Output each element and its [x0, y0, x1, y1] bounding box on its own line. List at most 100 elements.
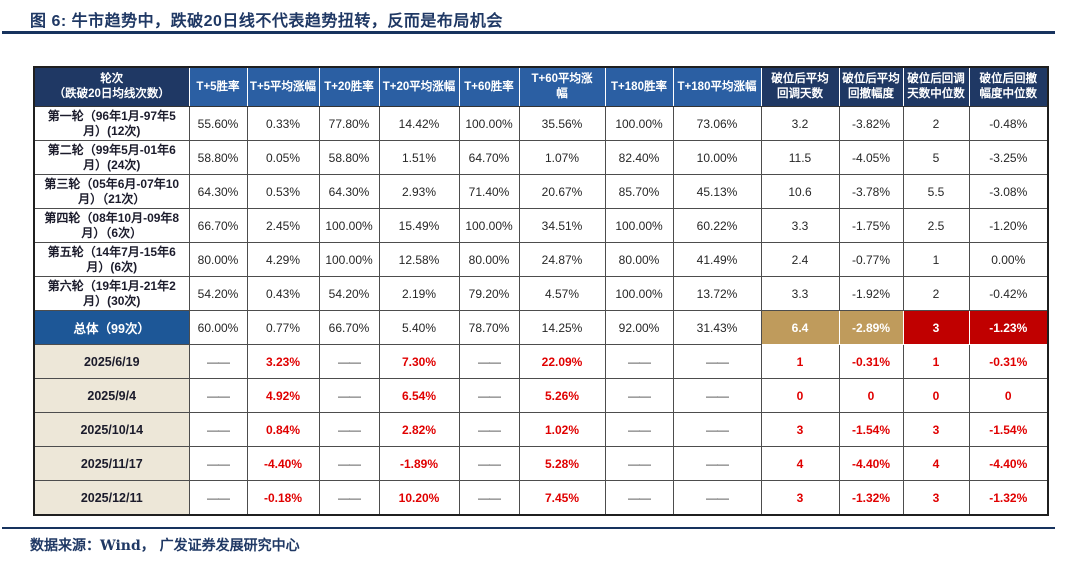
cell: 2.82%: [378, 412, 460, 447]
cell: -0.42%: [968, 276, 1049, 311]
column-header-5: T+60胜率: [458, 66, 520, 107]
cell: 3.3: [760, 208, 840, 243]
cell: 3: [902, 412, 970, 447]
cell: -1.92%: [838, 276, 904, 311]
cell: 13.72%: [672, 276, 762, 311]
cell: -1.75%: [838, 208, 904, 243]
cell: 14.42%: [378, 106, 460, 141]
cell: 64.30%: [188, 174, 248, 209]
cell: ——: [458, 378, 520, 413]
row-label: 2025/12/11: [33, 480, 190, 516]
cell: 0.77%: [246, 310, 320, 345]
cell: 20.67%: [518, 174, 606, 209]
cell: 14.25%: [518, 310, 606, 345]
cell: 4.57%: [518, 276, 606, 311]
cell: 1.51%: [378, 140, 460, 175]
cell: 0.05%: [246, 140, 320, 175]
cell: 10.20%: [378, 480, 460, 516]
cell: -3.25%: [968, 140, 1049, 175]
cell: 3.23%: [246, 344, 320, 379]
cell: 54.20%: [318, 276, 380, 311]
cell: 3.3: [760, 276, 840, 311]
cell: 77.80%: [318, 106, 380, 141]
cell: -0.31%: [968, 344, 1049, 379]
cell: ——: [188, 480, 248, 516]
cell: ——: [672, 412, 762, 447]
cell: 3: [902, 310, 970, 345]
column-header-9: 破位后平均 回调天数: [760, 66, 840, 107]
cell: 24.87%: [518, 242, 606, 277]
cell: -3.82%: [838, 106, 904, 141]
cell: 0.43%: [246, 276, 320, 311]
cell: -0.77%: [838, 242, 904, 277]
row-label: 第三轮（05年6月-07年10月）（21次）: [33, 174, 190, 209]
cell: ——: [188, 344, 248, 379]
cell: 2.19%: [378, 276, 460, 311]
cell: 2.45%: [246, 208, 320, 243]
cell: -1.20%: [968, 208, 1049, 243]
cell: 73.06%: [672, 106, 762, 141]
row-label: 总体（99次）: [33, 310, 190, 345]
cell: ——: [188, 446, 248, 481]
cell: 55.60%: [188, 106, 248, 141]
column-header-12: 破位后回撤 幅度中位数: [968, 66, 1049, 107]
cell: 2: [902, 276, 970, 311]
table-row-round: 第一轮（96年1月-97年5月）(12次) 55.60% 0.33% 77.80% 14…: [33, 106, 1049, 141]
column-header-3: T+20胜率: [318, 66, 380, 107]
cell: 0: [968, 378, 1049, 413]
cell: 82.40%: [604, 140, 674, 175]
cell: 45.13%: [672, 174, 762, 209]
cell: 100.00%: [458, 106, 520, 141]
stats-table-wrapper: 轮次 （跌破20日均线次数） T+5胜率 T+5平均涨幅 T+20胜率 T+20平均涨幅…: [33, 66, 1049, 516]
cell: -1.23%: [968, 310, 1049, 345]
cell: 6.54%: [378, 378, 460, 413]
cell: 71.40%: [458, 174, 520, 209]
cell: 0.00%: [968, 242, 1049, 277]
cell: -0.31%: [838, 344, 904, 379]
table-row-round: 第六轮（19年1月-21年2月）(30次) 54.20% 0.43% 54.20% 2.…: [33, 276, 1049, 311]
cell: 2.5: [902, 208, 970, 243]
cell: 100.00%: [458, 208, 520, 243]
cell: -0.48%: [968, 106, 1049, 141]
cell: 0: [760, 378, 840, 413]
cell: ——: [318, 480, 380, 516]
cell: -2.89%: [838, 310, 904, 345]
cell: 1: [760, 344, 840, 379]
cell: 66.70%: [188, 208, 248, 243]
cell: 80.00%: [458, 242, 520, 277]
cell: 3: [760, 412, 840, 447]
cell: 60.00%: [188, 310, 248, 345]
cell: 100.00%: [604, 276, 674, 311]
cell: 80.00%: [188, 242, 248, 277]
cell: ——: [604, 480, 674, 516]
cell: 7.30%: [378, 344, 460, 379]
cell: -1.54%: [968, 412, 1049, 447]
column-header-10: 破位后平均 回撤幅度: [838, 66, 904, 107]
cell: ——: [188, 412, 248, 447]
cell: 10.6: [760, 174, 840, 209]
footer-divider: [2, 527, 1055, 529]
row-label: 2025/9/4: [33, 378, 190, 413]
cell: ——: [604, 412, 674, 447]
row-label: 2025/10/14: [33, 412, 190, 447]
cell: ——: [672, 378, 762, 413]
cell: 10.00%: [672, 140, 762, 175]
column-header-8: T+180平均涨幅: [672, 66, 762, 107]
row-label: 第四轮（08年10月-09年8月）（6次）: [33, 208, 190, 243]
cell: ——: [318, 378, 380, 413]
cell: 85.70%: [604, 174, 674, 209]
column-header-1: T+5胜率: [188, 66, 248, 107]
cell: 11.5: [760, 140, 840, 175]
cell: 58.80%: [318, 140, 380, 175]
table-header: 轮次 （跌破20日均线次数） T+5胜率 T+5平均涨幅 T+20胜率 T+20平均涨幅…: [33, 66, 1049, 107]
cell: 3: [902, 480, 970, 516]
cell: 100.00%: [318, 242, 380, 277]
cell: ——: [672, 344, 762, 379]
cell: 35.56%: [518, 106, 606, 141]
column-header-11: 破位后回调 天数中位数: [902, 66, 970, 107]
cell: 58.80%: [188, 140, 248, 175]
column-header-7: T+180胜率: [604, 66, 674, 107]
column-header-6: T+60平均涨 幅: [518, 66, 606, 107]
row-label: 第六轮（19年1月-21年2月）(30次): [33, 276, 190, 311]
cell: 1.02%: [518, 412, 606, 447]
